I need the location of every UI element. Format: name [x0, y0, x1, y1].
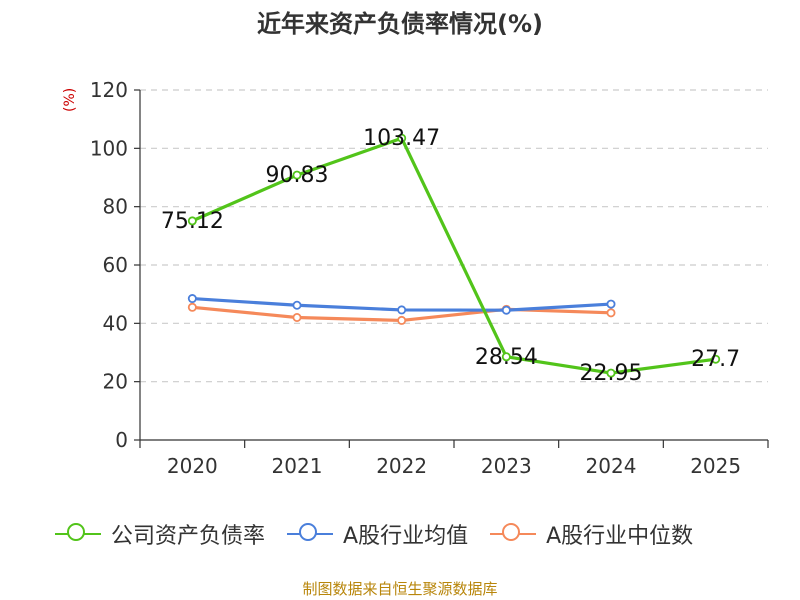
- x-tick-label: 2025: [690, 454, 741, 478]
- data-point: [711, 354, 721, 364]
- legend-item-industry-median[interactable]: A股行业中位数: [490, 518, 693, 550]
- data-labels: 75.12 90.83 103.47 28.54 22.95 27.7: [161, 126, 740, 386]
- data-point: [187, 294, 197, 304]
- legend: 公司资产负债率 A股行业均值 A股行业中位数: [55, 518, 715, 550]
- x-tick-label: 2021: [272, 454, 323, 478]
- data-point: [501, 352, 511, 362]
- legend-item-company[interactable]: 公司资产负债率: [55, 518, 265, 550]
- y-tick-label: 100: [90, 136, 128, 160]
- legend-circle: [299, 523, 318, 541]
- y-tick-label: 0: [115, 428, 128, 452]
- data-label: 28.54: [475, 345, 538, 370]
- chart-title: 近年来资产负债率情况(%): [257, 10, 543, 38]
- data-point: [397, 305, 407, 315]
- legend-circle: [502, 523, 521, 541]
- legend-circle: [67, 523, 85, 541]
- legend-label-industry-mean: A股行业均值: [343, 524, 469, 549]
- y-tick-label: 60: [103, 253, 128, 277]
- data-label: 75.12: [161, 209, 224, 234]
- x-tick-label: 2023: [481, 454, 532, 478]
- data-point: [292, 300, 302, 310]
- x-tick-label: 2024: [586, 454, 637, 478]
- data-point: [397, 133, 407, 143]
- series-lines: [187, 133, 721, 378]
- legend-marker-industry-mean: [287, 522, 334, 546]
- data-point: [292, 312, 302, 322]
- data-point: [292, 170, 302, 180]
- data-point: [397, 315, 407, 325]
- data-point: [606, 368, 616, 378]
- data-point: [606, 299, 616, 309]
- data-label: 103.47: [363, 126, 440, 151]
- legend-marker-company: [55, 522, 101, 546]
- legend-label-company: 公司资产负债率: [111, 524, 266, 549]
- y-tick-label: 40: [103, 311, 128, 335]
- data-label: 90.83: [266, 163, 329, 188]
- x-tick-label: 2022: [376, 454, 427, 478]
- legend-marker-industry-median: [490, 522, 537, 546]
- y-tick-label: 20: [103, 370, 128, 394]
- data-label: 27.7: [691, 347, 740, 372]
- data-source-note: 制图数据来自恒生聚源数据库: [302, 580, 498, 598]
- axes: 0 20 40 60 80 100 120 2020 2021 2022 2023 2024 2025: [90, 78, 769, 478]
- grid-lines: [140, 89, 768, 383]
- x-tick-label: 2020: [167, 454, 218, 478]
- y-tick-label: 120: [90, 78, 128, 102]
- data-label: 22.95: [580, 361, 643, 386]
- series-line-0: [191, 136, 716, 375]
- legend-label-industry-median: A股行业中位数: [546, 524, 694, 549]
- y-tick-label: 80: [103, 195, 128, 219]
- data-point: [501, 305, 511, 315]
- legend-item-industry-mean[interactable]: A股行业均值: [287, 518, 468, 550]
- data-point: [187, 302, 197, 312]
- data-point: [606, 308, 616, 318]
- data-point: [187, 216, 197, 226]
